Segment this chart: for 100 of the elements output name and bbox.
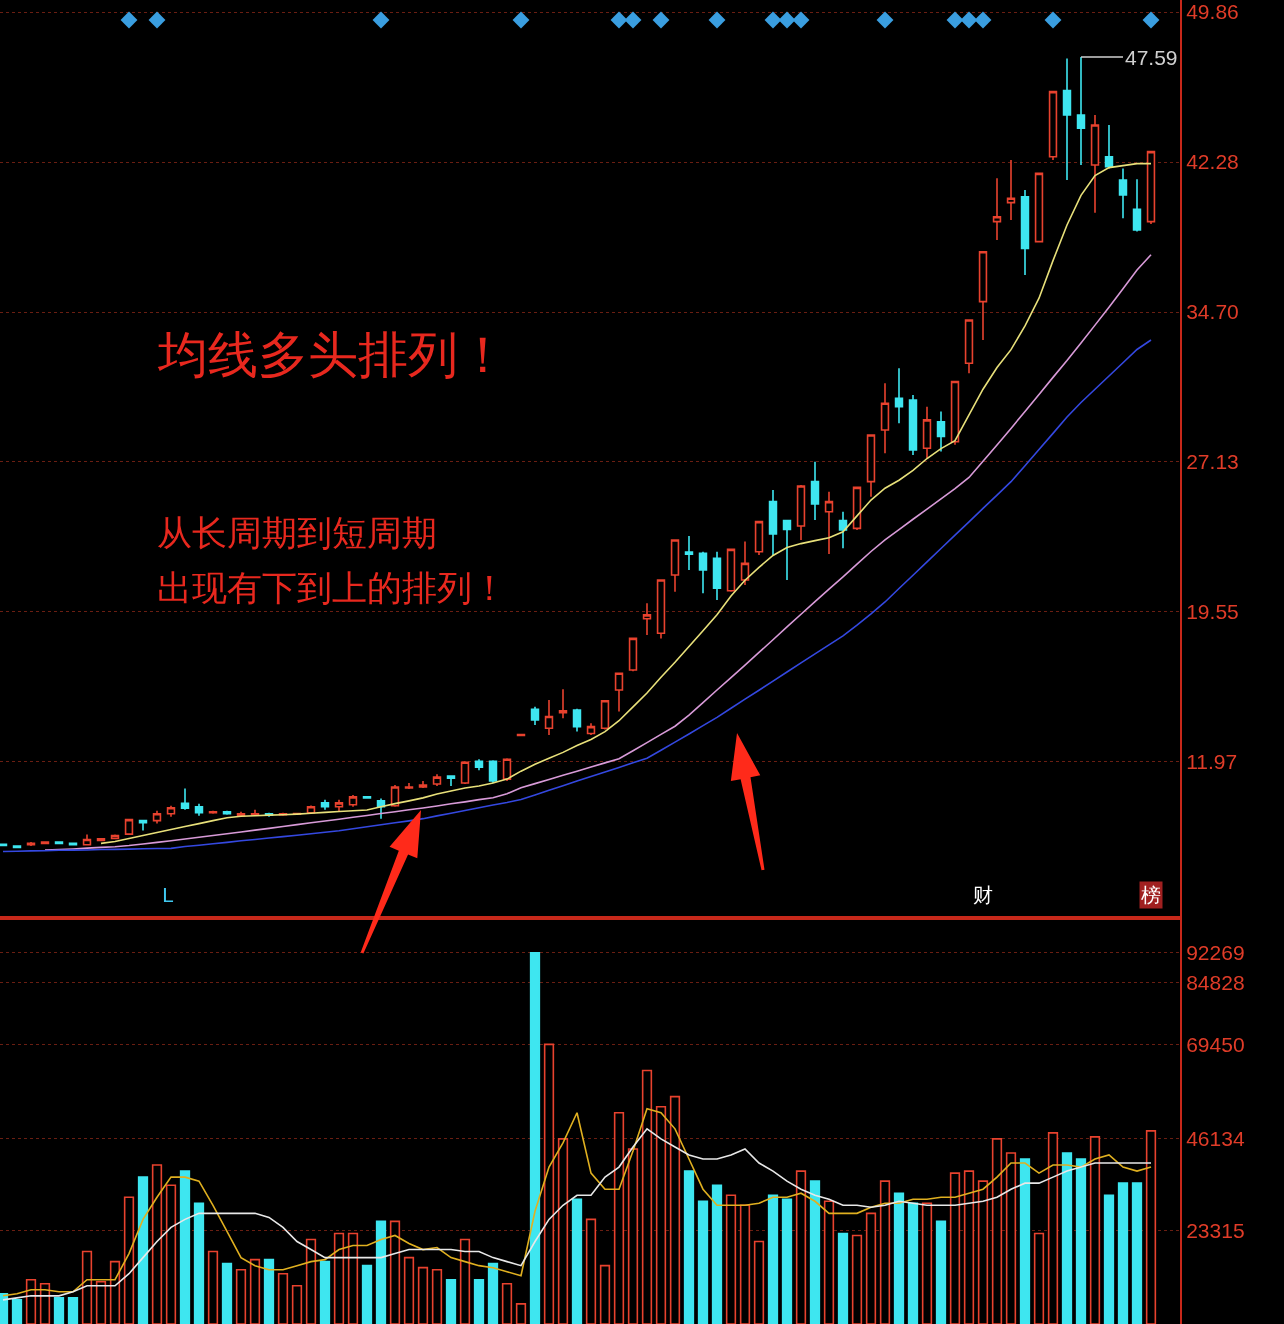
- y-tick-label: 23315: [1186, 1218, 1245, 1242]
- candlestick: [726, 547, 736, 593]
- bar: [193, 1202, 205, 1324]
- bar: [529, 951, 541, 1324]
- candlestick: [446, 774, 456, 787]
- candlestick: [1090, 114, 1100, 214]
- line-series: [44, 253, 1152, 851]
- annotation: 均线多头排列！: [157, 326, 508, 384]
- candlestick: [880, 382, 890, 455]
- candlestick: [684, 535, 694, 571]
- candlestick: [544, 699, 554, 736]
- candlestick: [754, 520, 764, 556]
- candlestick: [180, 787, 190, 811]
- candlestick: [866, 434, 876, 498]
- candlestick: [194, 803, 204, 817]
- candlestick: [68, 841, 78, 847]
- bar: [473, 1278, 485, 1324]
- y-tick-label: 84828: [1186, 971, 1245, 995]
- candlestick: [628, 636, 638, 673]
- annotation: 从长周期到短周期: [157, 513, 437, 553]
- candlestick: [614, 671, 624, 713]
- bar: [11, 1299, 23, 1324]
- candlestick: [152, 809, 162, 825]
- line-series: [100, 162, 1152, 845]
- candlestick: [768, 489, 778, 556]
- candlestick: [1006, 159, 1016, 221]
- bar: [445, 1278, 457, 1324]
- bar: [179, 1170, 191, 1324]
- candlestick: [334, 799, 344, 813]
- candlestick: [810, 460, 820, 521]
- candlestick: [166, 805, 176, 818]
- candlestick: [992, 177, 1002, 241]
- candlestick: [138, 818, 148, 832]
- candlestick: [936, 410, 946, 453]
- candlestick: [1146, 150, 1156, 225]
- y-tick-label: 49.86: [1186, 0, 1239, 24]
- bar: [809, 1180, 821, 1324]
- bar: [221, 1262, 233, 1324]
- candlestick: [796, 484, 806, 541]
- candlestick: [642, 602, 652, 636]
- candlestick: [488, 759, 498, 784]
- candlestick: [908, 394, 918, 456]
- bar: [697, 1200, 709, 1324]
- candlestick: [740, 540, 750, 586]
- y-tick-label: 46134: [1186, 1126, 1245, 1150]
- annotation: L: [162, 883, 174, 907]
- bar: [1075, 1158, 1087, 1324]
- candlestick: [460, 760, 470, 785]
- bar: [683, 1170, 695, 1324]
- candlestick: [320, 799, 330, 811]
- bar: [263, 1258, 275, 1324]
- candlestick: [222, 809, 232, 816]
- candlestick: [404, 782, 414, 790]
- bar: [837, 1232, 849, 1324]
- candlestick: [208, 809, 218, 815]
- bar: [781, 1198, 793, 1324]
- candlestick: [432, 773, 442, 787]
- candlestick: [418, 780, 428, 789]
- bar: [361, 1264, 373, 1324]
- candlestick: [1104, 124, 1114, 170]
- y-tick-label: 11.97: [1186, 750, 1238, 774]
- bar: [1019, 1158, 1031, 1324]
- candlestick: [656, 578, 666, 640]
- y-tick-label: 27.13: [1186, 450, 1239, 474]
- bar: [319, 1260, 331, 1324]
- candlestick: [558, 688, 568, 720]
- candlestick: [964, 319, 974, 375]
- bar: [1103, 1194, 1115, 1324]
- candlestick: [600, 699, 610, 731]
- candlestick: [1118, 167, 1128, 220]
- y-tick-label: 92269: [1186, 941, 1245, 965]
- candlestick: [376, 797, 386, 820]
- y-tick-label: 69450: [1186, 1032, 1245, 1056]
- candlestick: [124, 817, 134, 836]
- candlestick: [950, 380, 960, 446]
- candlestick: [978, 250, 988, 341]
- bar: [571, 1198, 583, 1324]
- candlestick: [362, 795, 372, 800]
- y-tick-label: 19.55: [1186, 600, 1239, 624]
- bar: [1131, 1182, 1143, 1324]
- candlestick: [1132, 178, 1142, 233]
- bar: [53, 1297, 65, 1324]
- candlestick: [894, 367, 904, 425]
- bar: [67, 1297, 79, 1324]
- bar: [1061, 1152, 1073, 1324]
- candlestick: [572, 708, 582, 733]
- candlestick: [922, 405, 932, 460]
- annotation: 财: [973, 883, 993, 907]
- candlestick: [348, 794, 358, 808]
- candlestick: [1048, 90, 1058, 161]
- candlestick: [1062, 57, 1072, 181]
- candlestick: [824, 490, 834, 555]
- candlestick: [474, 758, 484, 771]
- candlestick: [82, 833, 92, 847]
- bar: [375, 1220, 387, 1324]
- candlestick: [782, 519, 792, 581]
- bar: [1117, 1182, 1129, 1324]
- annotation: 出现有下到上的排列！: [157, 568, 507, 608]
- candlestick: [838, 510, 848, 550]
- bar: [907, 1202, 919, 1324]
